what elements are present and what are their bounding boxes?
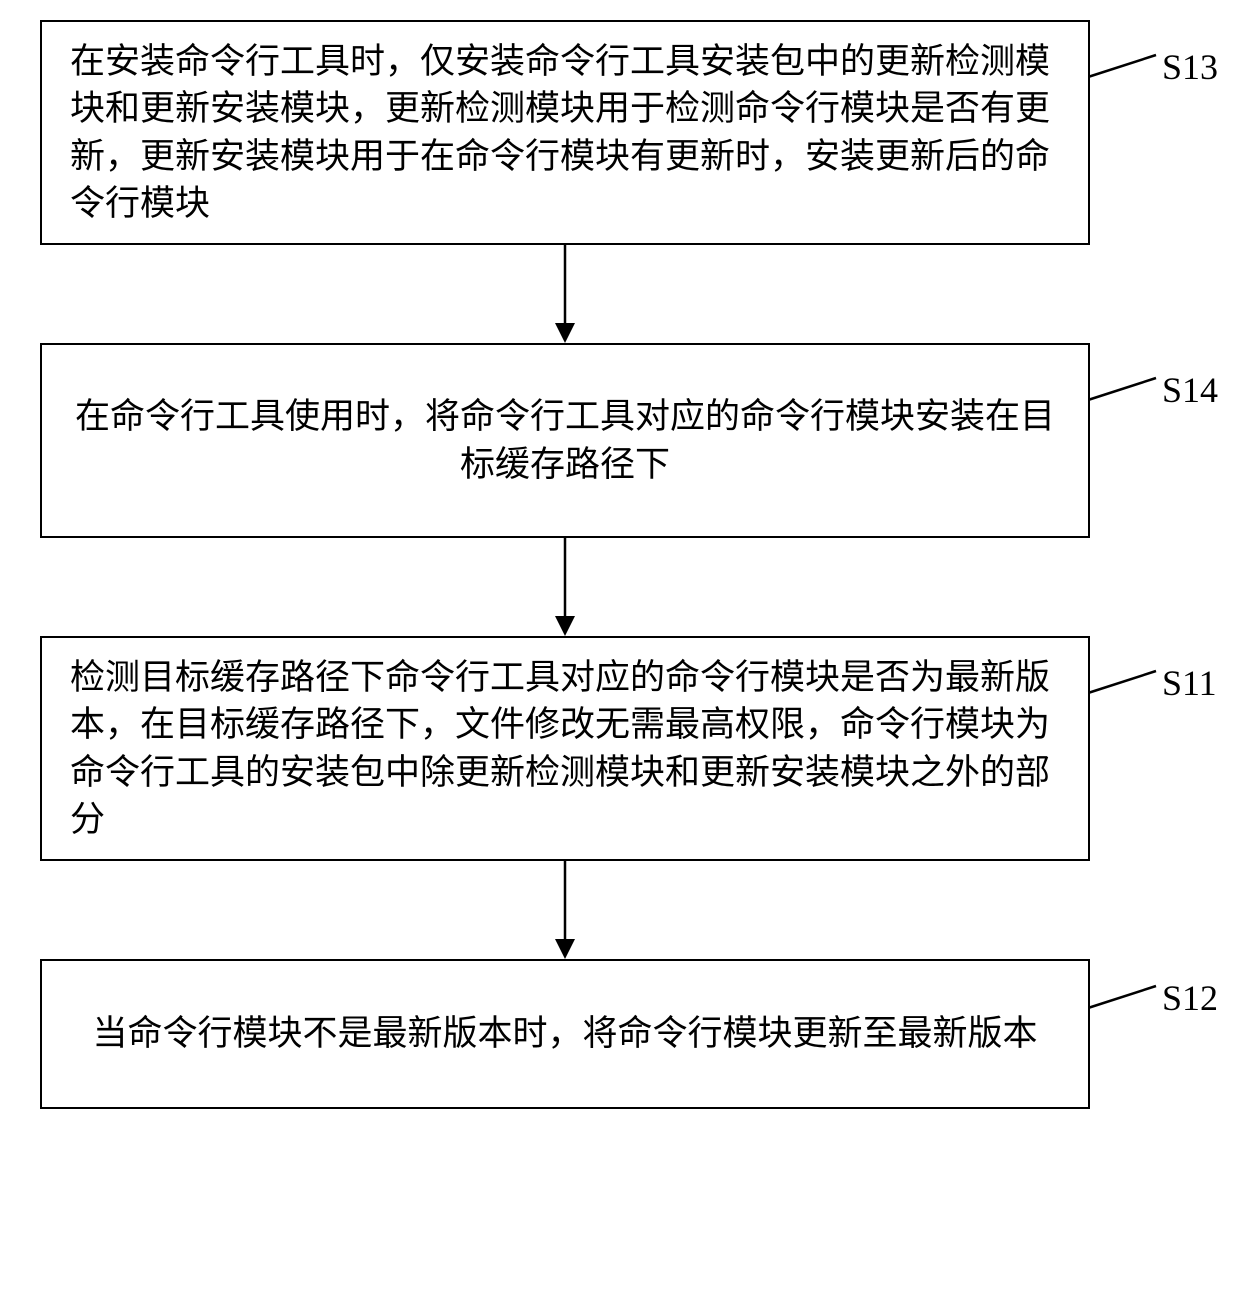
node-wrapper: 当命令行模块不是最新版本时，将命令行模块更新至最新版本 S12 [40,959,1200,1109]
flowchart-arrow [40,538,1090,636]
node-text: 检测目标缓存路径下命令行工具对应的命令行模块是否为最新版本，在目标缓存路径下，文… [70,654,1060,843]
flowchart-arrow [40,861,1090,959]
flowchart-node-s12: 当命令行模块不是最新版本时，将命令行模块更新至最新版本 [40,959,1090,1109]
flowchart-container: 在安装命令行工具时，仅安装命令行工具安装包中的更新检测模块和更新安装模块，更新检… [0,0,1240,1129]
node-wrapper: 检测目标缓存路径下命令行工具对应的命令行模块是否为最新版本，在目标缓存路径下，文… [40,636,1200,861]
connector-line-icon [1088,984,1160,1012]
connector-line-icon [1088,53,1160,81]
connector-line-icon [1088,669,1160,697]
node-text: 在安装命令行工具时，仅安装命令行工具安装包中的更新检测模块和更新安装模块，更新检… [70,38,1060,227]
node-wrapper: 在安装命令行工具时，仅安装命令行工具安装包中的更新检测模块和更新安装模块，更新检… [40,20,1200,245]
arrow-down-icon [545,538,585,636]
flowchart-node-s11: 检测目标缓存路径下命令行工具对应的命令行模块是否为最新版本，在目标缓存路径下，文… [40,636,1090,861]
node-label: S11 [1162,662,1217,704]
arrow-down-icon [545,861,585,959]
label-connector: S13 [1088,46,1218,88]
node-text: 在命令行工具使用时，将命令行工具对应的命令行模块安装在目标缓存路径下 [70,393,1060,488]
connector-line-icon [1088,376,1160,404]
node-label: S13 [1162,46,1218,88]
label-connector: S12 [1088,977,1218,1019]
node-label: S14 [1162,369,1218,411]
label-connector: S11 [1088,662,1217,704]
node-text: 当命令行模块不是最新版本时，将命令行模块更新至最新版本 [70,1010,1060,1057]
arrow-down-icon [545,245,585,343]
flowchart-node-s13: 在安装命令行工具时，仅安装命令行工具安装包中的更新检测模块和更新安装模块，更新检… [40,20,1090,245]
flowchart-node-s14: 在命令行工具使用时，将命令行工具对应的命令行模块安装在目标缓存路径下 [40,343,1090,538]
label-connector: S14 [1088,369,1218,411]
flowchart-arrow [40,245,1090,343]
node-wrapper: 在命令行工具使用时，将命令行工具对应的命令行模块安装在目标缓存路径下 S14 [40,343,1200,538]
node-label: S12 [1162,977,1218,1019]
